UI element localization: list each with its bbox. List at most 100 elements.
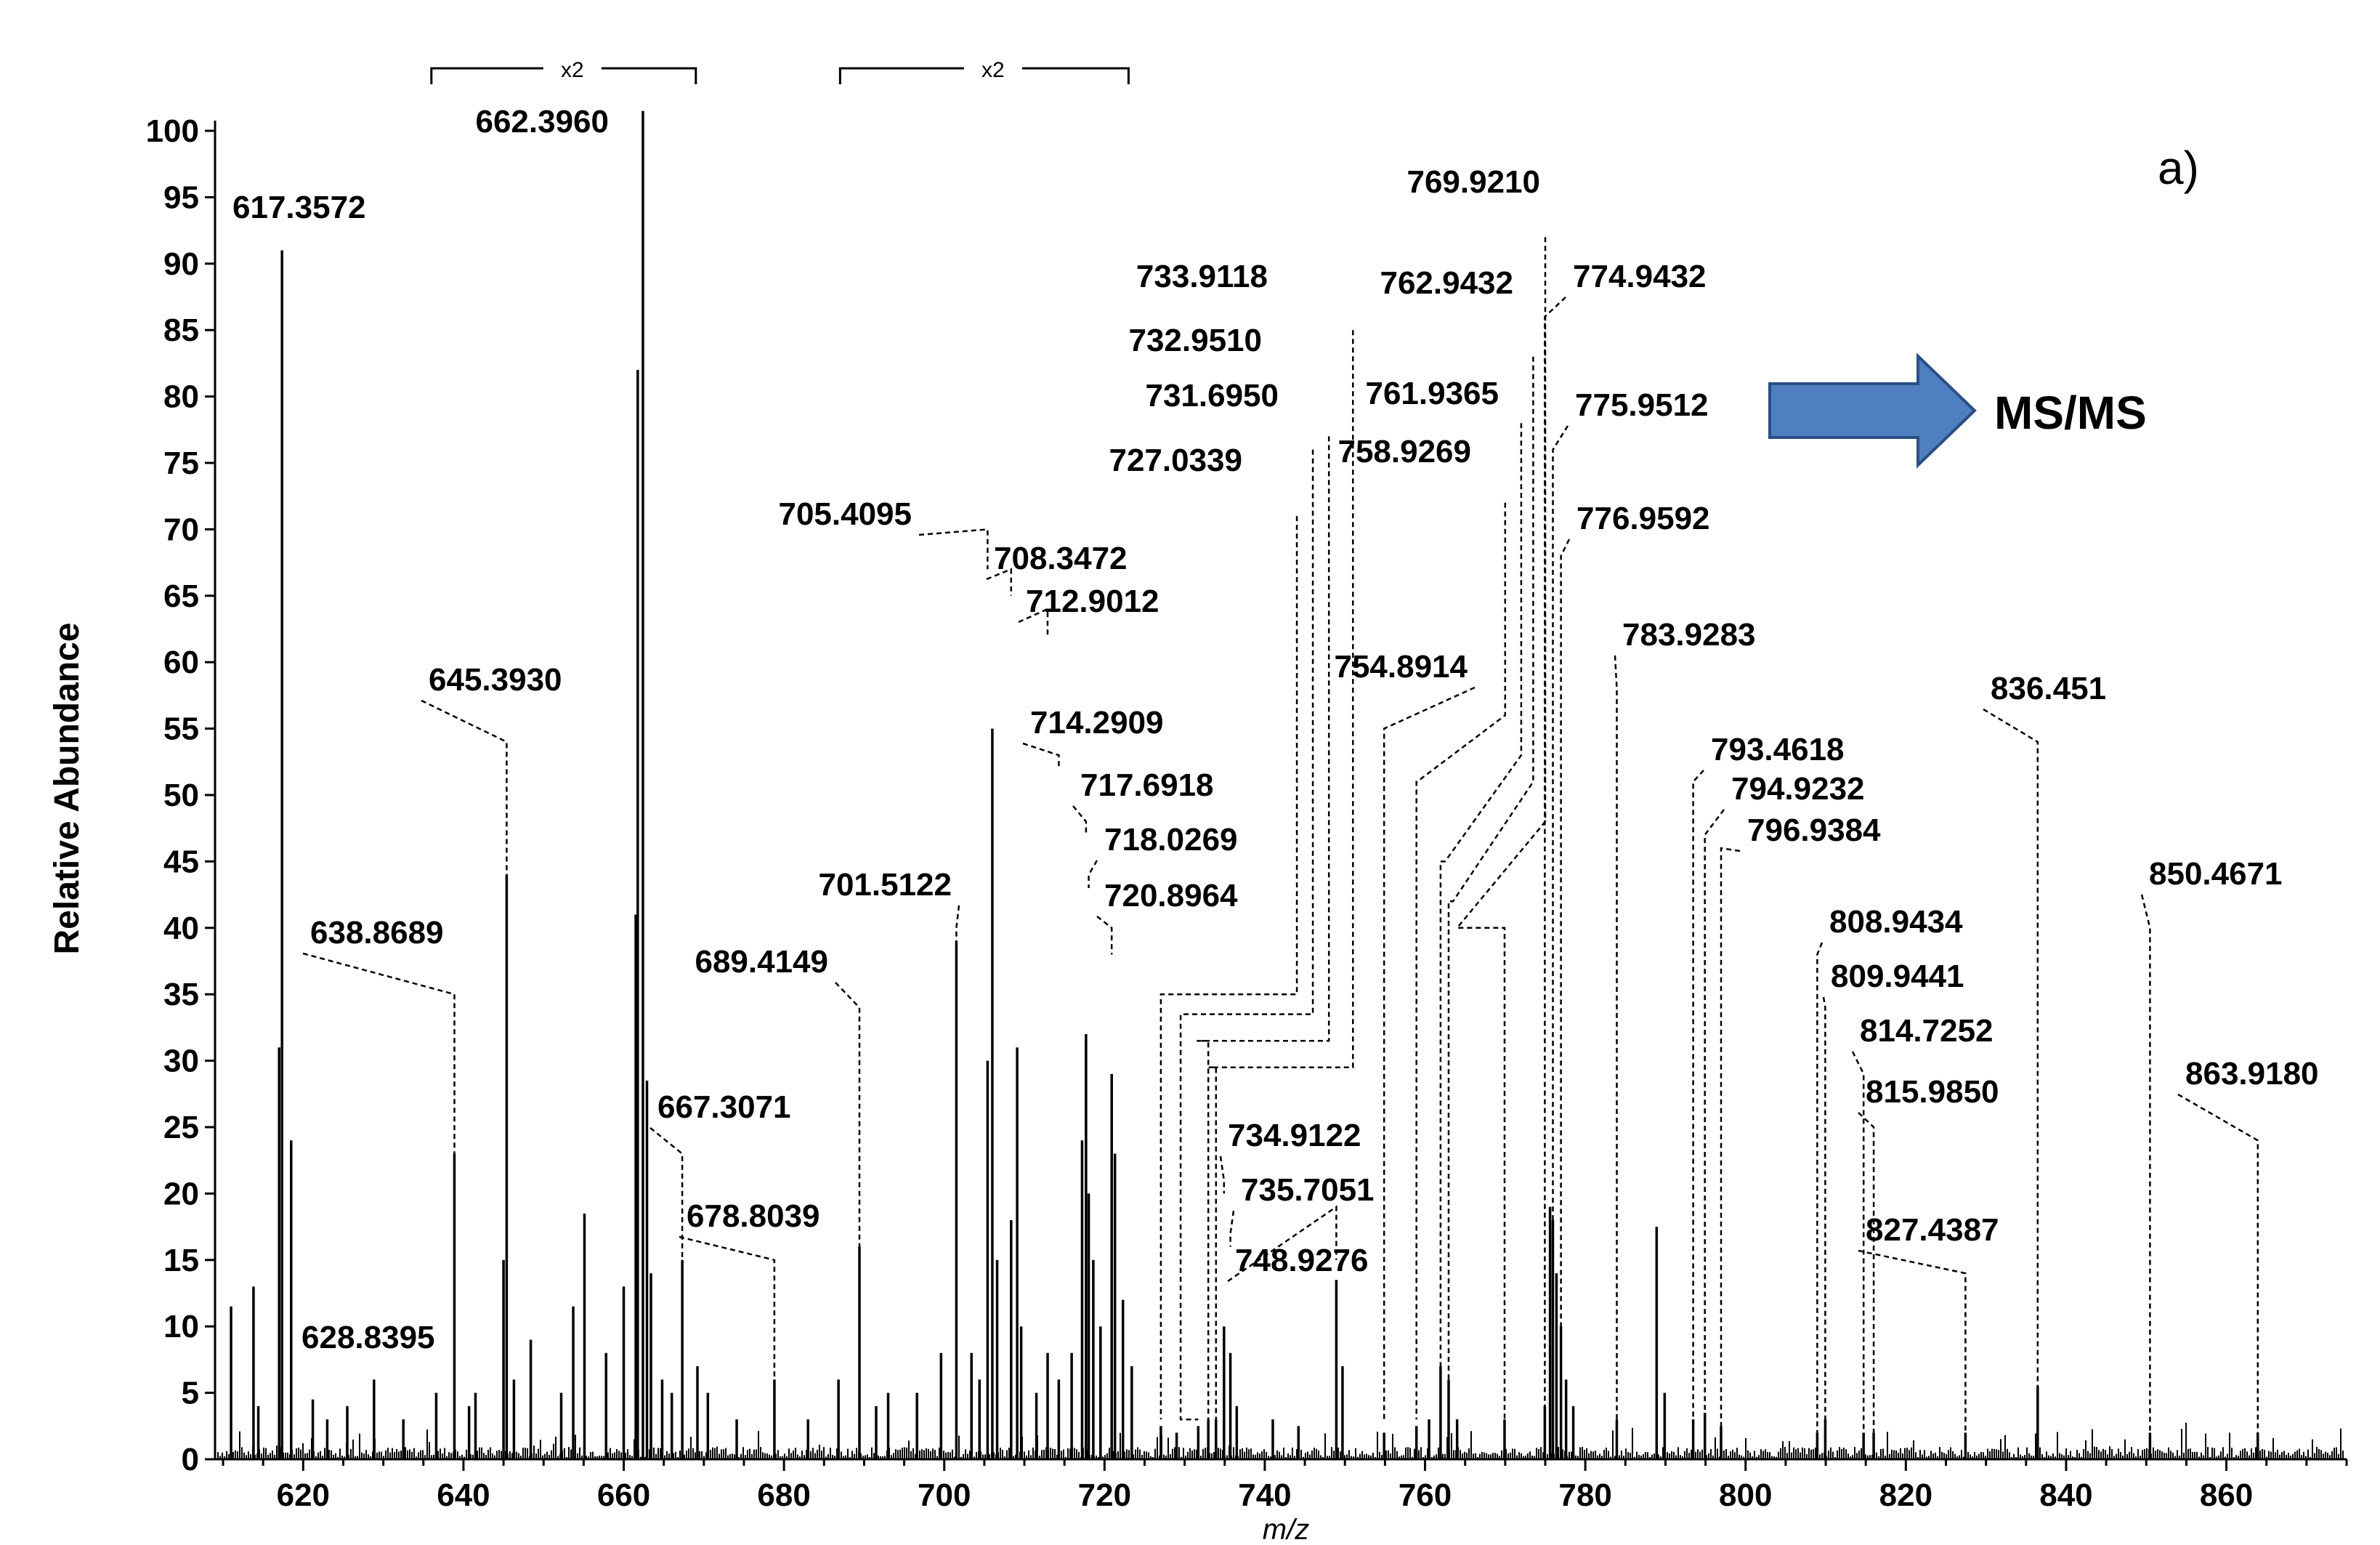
leader-827.4387 [1858, 1249, 1967, 1433]
y-tick-label: 35 [163, 977, 199, 1012]
x-tick-label: 740 [1238, 1477, 1291, 1513]
x-axis-title: m/z [1263, 1514, 1309, 1545]
peak-label-863.9180: 863.9180 [2185, 1056, 2319, 1092]
peak-label-708.3472: 708.3472 [994, 541, 1128, 576]
right-arrow-icon [1768, 352, 1977, 469]
peak-label-827.4387: 827.4387 [1866, 1212, 1999, 1248]
peak-label-815.9850: 815.9850 [1866, 1074, 1999, 1110]
peak-label-689.4149: 689.4149 [695, 944, 828, 980]
leader-754.8914 [1383, 686, 1476, 1420]
y-tick-label: 50 [163, 778, 199, 813]
x-tick-label: 840 [2039, 1477, 2092, 1513]
leader-836.451 [1983, 708, 2039, 1387]
leader-717.6918 [1072, 805, 1088, 835]
leader-732.9510 [1197, 436, 1330, 1420]
peak-label-762.9432: 762.9432 [1380, 265, 1513, 301]
peak-label-718.0269: 718.0269 [1104, 822, 1238, 858]
peak-label-794.9232: 794.9232 [1731, 771, 1865, 807]
baseline-noise [217, 1422, 2344, 1459]
peak-label-712.9012: 712.9012 [1026, 584, 1159, 619]
leader-863.9180 [2177, 1093, 2259, 1433]
noise-trace [217, 1422, 2344, 1459]
y-tick-label: 40 [163, 911, 199, 946]
peak-label-836.451: 836.451 [1991, 671, 2106, 706]
peak-label-758.9269: 758.9269 [1337, 434, 1471, 469]
peak-label-727.0339: 727.0339 [1109, 443, 1242, 478]
leader-775.9512 [1552, 425, 1569, 1420]
peak-label-775.9512: 775.9512 [1575, 387, 1709, 423]
y-tick-label: 45 [163, 844, 199, 879]
peak-label-748.9276: 748.9276 [1235, 1243, 1369, 1278]
peak-label-850.4671: 850.4671 [2149, 856, 2283, 892]
peak-label-645.3930: 645.3930 [429, 662, 562, 698]
peak-label-662.3960: 662.3960 [475, 104, 609, 140]
peak-label-701.5122: 701.5122 [818, 867, 952, 903]
y-tick-label: 60 [163, 645, 199, 680]
leader-748.9276 [1227, 1205, 1337, 1283]
leader-733.9118 [1208, 330, 1354, 1420]
leader-701.5122 [955, 905, 960, 942]
y-tick-label: 95 [163, 179, 199, 215]
leader-731.6950 [1179, 449, 1314, 1421]
peak-label-714.2909: 714.2909 [1030, 705, 1164, 741]
msms-label: MS/MS [1994, 387, 2147, 439]
leader-774.9432 [1544, 297, 1566, 1420]
x-tick-label: 780 [1558, 1477, 1611, 1513]
y-tick-label: 55 [163, 711, 199, 747]
leader-720.8964 [1096, 916, 1113, 955]
leader-678.8039 [679, 1235, 776, 1380]
y-tick-label: 85 [163, 312, 199, 348]
leader-815.9850 [1858, 1112, 1875, 1433]
x-tick-label: 620 [277, 1477, 330, 1513]
chart-axes: 0 5 10 15 20 25 30 35 40 45 50 55 60 65 70 75 80 85 90 95 10… [146, 113, 2348, 1513]
bracket-line [430, 67, 697, 84]
y-tick-label: 80 [163, 379, 199, 415]
leader-727.0339 [1159, 516, 1298, 1420]
leader-708.3472 [986, 568, 1013, 596]
scale-bracket: x2 [838, 58, 1130, 84]
peak-label-667.3071: 667.3071 [657, 1089, 791, 1125]
peak-label-732.9510: 732.9510 [1128, 323, 1262, 358]
leader-638.8689 [302, 952, 456, 1154]
leader-714.2909 [1022, 742, 1060, 769]
leader-718.0269 [1088, 860, 1098, 888]
peak-label-731.6950: 731.6950 [1145, 378, 1279, 414]
x-tick-label: 720 [1078, 1477, 1131, 1513]
y-tick-label: 100 [146, 113, 199, 149]
leader-793.4618 [1692, 770, 1704, 1420]
bracket-line [838, 67, 1130, 84]
x-tick-label: 860 [2200, 1477, 2253, 1513]
peak-label-774.9432: 774.9432 [1573, 259, 1707, 294]
leader-794.9232 [1704, 809, 1725, 1413]
x-tick-label: 800 [1719, 1477, 1772, 1513]
peak-label-720.8964: 720.8964 [1104, 878, 1238, 913]
peak-labels: 705.4095 708.3472 712.9012 714.2909 717.6918… [232, 104, 2319, 1355]
leader-769.9210 [1455, 237, 1547, 1420]
leader-796.9384 [1720, 847, 1741, 1427]
peak-label-809.9441: 809.9441 [1831, 959, 1964, 994]
msms-arrow: MS/MS [1768, 352, 2147, 469]
x-tick-label: 680 [757, 1477, 810, 1513]
peak-label-761.9365: 761.9365 [1365, 376, 1499, 411]
leader-712.9012 [1018, 608, 1049, 636]
peak-label-628.8395: 628.8395 [301, 1320, 435, 1355]
peak-label-717.6918: 717.6918 [1080, 767, 1214, 803]
y-tick-label: 75 [163, 445, 199, 481]
leader-809.9441 [1822, 996, 1826, 1420]
x-tick-label: 700 [918, 1477, 971, 1513]
peak-label-814.7252: 814.7252 [1860, 1013, 1994, 1049]
peak-label-793.4618: 793.4618 [1711, 732, 1845, 767]
spectrum-peaks [230, 110, 2259, 1459]
y-tick-label: 10 [163, 1309, 199, 1344]
leader-808.9434 [1816, 942, 1824, 1433]
leader-762.9432 [1447, 356, 1534, 1420]
peak-label-754.8914: 754.8914 [1334, 649, 1468, 685]
peak-label-769.9210: 769.9210 [1406, 164, 1540, 200]
y-tick-label: 25 [163, 1110, 199, 1145]
panel-label: a) [2158, 142, 2199, 194]
x-tick-label: 660 [597, 1477, 650, 1513]
y-tick-label: 70 [163, 512, 199, 547]
peak-leader-lines [302, 237, 2259, 1433]
leader-850.4671 [2140, 894, 2151, 1433]
